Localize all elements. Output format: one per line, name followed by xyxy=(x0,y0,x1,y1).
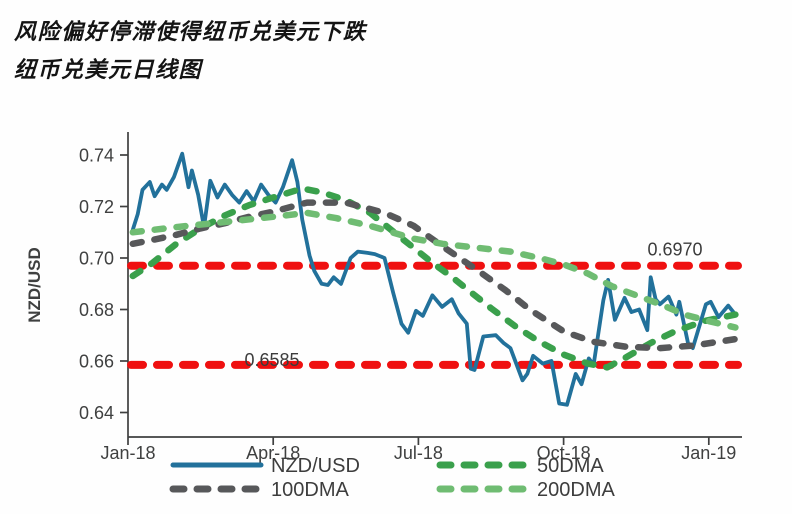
y-axis-title: NZD/USD xyxy=(25,247,44,323)
legend-label-100dma: 100DMA xyxy=(271,479,349,501)
legend-label-200dma: 200DMA xyxy=(537,479,615,501)
legend-label-50dma: 50DMA xyxy=(537,455,604,477)
nzdusd-daily-chart: 0.74 0.72 0.70 0.68 0.66 0.64 Jan-18 Apr-18 Jul-… xyxy=(25,132,742,501)
chart-subtitle: 纽币兑美元日线图 xyxy=(14,58,203,83)
x-tick-label: Jul-18 xyxy=(394,443,443,463)
legend-label-nzd-usd: NZD/USD xyxy=(271,455,360,477)
x-tick-label: Jan-18 xyxy=(100,443,155,463)
y-tick-label: 0.74 xyxy=(79,146,114,166)
level-label: 0.6970 xyxy=(647,240,702,260)
x-tick-label: Oct-18 xyxy=(537,443,591,463)
series-200dma xyxy=(129,209,739,331)
x-tick-label: Apr-18 xyxy=(246,443,300,463)
y-tick-label: 0.66 xyxy=(79,352,114,372)
level-label: 0.6585 xyxy=(244,350,299,370)
y-tick-label: 0.72 xyxy=(79,197,114,217)
series-nzd-usd xyxy=(130,151,738,407)
y-tick-label: 0.64 xyxy=(79,403,114,423)
y-tick-label: 0.70 xyxy=(79,249,114,269)
series-50dma xyxy=(129,185,739,371)
y-tick-label: 0.68 xyxy=(79,300,114,320)
chart-headline: 风险偏好停滞使得纽币兑美元下跌 xyxy=(14,20,367,45)
x-tick-label: Jan-19 xyxy=(681,443,736,463)
